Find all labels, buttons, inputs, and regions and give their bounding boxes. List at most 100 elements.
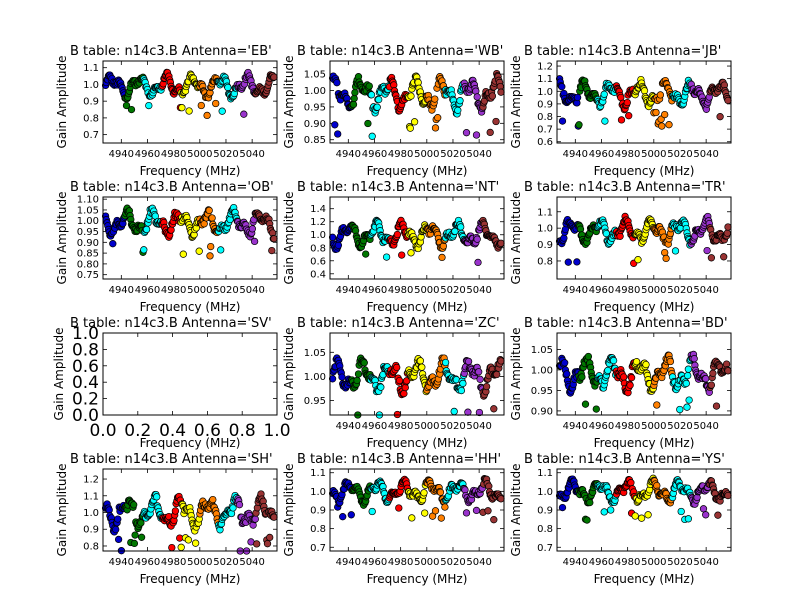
data-point	[584, 352, 593, 361]
data-point	[266, 533, 274, 542]
x-tick-label: 4960	[362, 557, 387, 568]
data-point	[716, 113, 724, 121]
data-point	[607, 506, 615, 514]
axes-frame	[556, 468, 732, 552]
x-tick-label: 4940	[563, 149, 588, 160]
data-point	[153, 493, 161, 501]
data-point	[393, 363, 401, 372]
data-point	[171, 507, 180, 515]
x-tick-label: 5020	[440, 557, 465, 568]
data-point	[459, 379, 467, 388]
data-point	[720, 253, 728, 261]
data-point	[573, 93, 582, 102]
subplot-title: B table: n14c3.B Antenna='YS'	[524, 452, 725, 467]
y-tick-label: 0.6	[72, 357, 99, 377]
subplot-title: B table: n14c3.B Antenna='BD'	[524, 316, 728, 331]
y-tick-label: 1.0	[537, 487, 553, 498]
x-axis-label: Frequency (MHz)	[367, 300, 468, 314]
data-point	[177, 543, 185, 551]
data-point	[640, 87, 649, 95]
x-tick-label: 5000	[641, 149, 666, 160]
data-point	[484, 507, 492, 515]
y-tick-label: 0.80	[77, 259, 99, 270]
y-tick-label: 0.95	[531, 386, 553, 397]
data-point	[558, 117, 567, 125]
data-point	[436, 488, 445, 496]
data-point	[431, 507, 440, 515]
data-point	[251, 515, 259, 523]
x-tick-label: 4960	[589, 557, 614, 568]
subplot-title: B table: n14c3.B Antenna='HH'	[297, 452, 501, 467]
data-point	[685, 396, 693, 404]
x-tick-label: 4940	[109, 285, 134, 296]
data-point	[235, 501, 244, 509]
data-point	[723, 229, 731, 237]
x-tick-label: 4960	[135, 149, 160, 160]
scatter-points	[101, 203, 278, 260]
data-point	[393, 230, 402, 239]
data-point	[207, 242, 215, 251]
subplot-title: B table: n14c3.B Antenna='JB'	[524, 44, 721, 59]
data-point	[333, 79, 341, 87]
y-tick-label: 0.8	[310, 243, 326, 254]
data-point	[464, 408, 472, 416]
x-tick-label: 4960	[589, 285, 614, 296]
scatter-points	[555, 75, 732, 130]
data-point	[331, 121, 339, 129]
x-axis-label: Frequency (MHz)	[594, 164, 695, 178]
data-point	[464, 357, 473, 366]
x-tick-label: 5040	[693, 285, 718, 296]
y-tick-label: 1.00	[77, 216, 99, 227]
y-tick-label: 0.7	[310, 543, 326, 554]
data-point	[178, 104, 186, 112]
x-tick-label: 4960	[362, 285, 387, 296]
data-point	[224, 83, 232, 92]
x-axis-label: Frequency (MHz)	[594, 436, 695, 450]
subplot-title: B table: n14c3.B Antenna='SV'	[70, 316, 272, 331]
data-point	[334, 241, 343, 249]
data-point	[403, 377, 411, 385]
y-tick-label: 0.0	[72, 406, 99, 426]
data-point	[573, 258, 581, 266]
data-point	[203, 111, 211, 120]
data-point	[229, 504, 237, 512]
data-point	[130, 539, 139, 548]
subplot-8: B table: n14c3.B Antenna='ZC' 0.95 1.00 1.0…	[282, 316, 505, 450]
data-point	[454, 106, 462, 114]
data-point	[652, 108, 660, 117]
data-point	[462, 509, 471, 517]
x-tick-label: 0.0	[89, 421, 116, 441]
y-tick-label: 1.10	[77, 195, 99, 206]
data-point	[578, 373, 586, 381]
data-point	[493, 370, 501, 379]
data-point	[418, 363, 426, 371]
data-point	[209, 495, 217, 504]
data-point	[486, 128, 494, 137]
y-tick-label: 0.4	[310, 269, 326, 280]
x-tick-label: 4980	[615, 421, 640, 432]
x-axis-label: Frequency (MHz)	[594, 572, 695, 586]
data-point	[497, 88, 505, 96]
x-tick-label: 0.6	[194, 421, 221, 441]
y-tick-label: 1.05	[304, 348, 326, 359]
subplot-12: B table: n14c3.B Antenna='YS' 0.7 0.8 0.9 1.…	[509, 452, 732, 586]
y-tick-label: 1.0	[83, 80, 99, 91]
data-point	[581, 400, 590, 408]
x-tick-label: 4980	[615, 557, 640, 568]
y-tick-label: 1.1	[537, 74, 553, 85]
y-axis-label: Gain Amplitude	[509, 192, 523, 285]
y-tick-label: 1.1	[537, 207, 553, 218]
subplot-title: B table: n14c3.B Antenna='WB'	[297, 44, 503, 59]
data-point	[482, 382, 491, 391]
data-point	[583, 516, 591, 524]
data-point	[353, 376, 361, 385]
x-tick-label: 5020	[213, 149, 238, 160]
data-point	[702, 511, 710, 519]
subplot-1: B table: n14c3.B Antenna='EB' 0.7 0.8 0.9 1.…	[55, 44, 278, 178]
y-tick-label: 0.9	[310, 506, 326, 517]
data-point	[709, 369, 717, 377]
data-point	[677, 507, 685, 516]
data-point	[683, 403, 691, 411]
x-tick-label: 4980	[161, 557, 186, 568]
data-point	[601, 117, 609, 125]
